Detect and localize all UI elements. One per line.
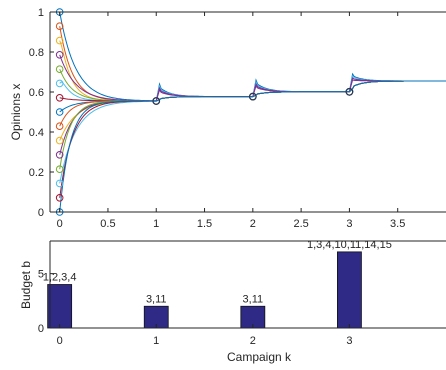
initial-opinion-marker (55, 36, 64, 45)
budget-x-label: Campaign k (227, 350, 292, 364)
budget-bar-label: 1,3,4,10,11,14,15 (307, 239, 392, 251)
budget-x-tick-label: 2 (250, 335, 256, 347)
opinions-y-tick-label: 1 (38, 7, 44, 19)
opinions-x-tick-label: 1 (153, 218, 159, 230)
opinions-x-tick-label: 2.5 (293, 218, 308, 230)
opinions-chart: 0 0.5 1 1.5 2 2.5 3 3.5 0 0.2 0.4 0.6 0.8 1 Opinions… (9, 7, 446, 230)
budget-bar-label: 3,11 (243, 293, 264, 305)
initial-opinion-marker (55, 65, 64, 73)
initial-opinion-marker (55, 94, 64, 102)
opinion-trajectories (59, 11, 446, 213)
opinions-y-label: Opinions x (9, 84, 23, 141)
initial-opinion-marker (55, 51, 64, 59)
budget-y-ticks: 05 (38, 269, 54, 335)
initial-opinion-marker (55, 22, 64, 31)
consensus-marker (152, 97, 161, 105)
opinions-y-tick-label: 0.4 (29, 127, 44, 139)
opinions-x-tick-label: 3.5 (390, 218, 405, 230)
initial-opinion-marker (55, 108, 64, 116)
initial-opinion-marker (55, 122, 64, 130)
budget-bar-label: 3,11 (146, 293, 167, 305)
budget-x-ticks: 0 1 2 3 (57, 324, 352, 347)
initial-opinion-marker (55, 165, 64, 173)
consensus-marker (345, 87, 354, 96)
budget-x-tick-label: 3 (346, 335, 352, 347)
opinions-x-tick-label: 3 (346, 218, 352, 230)
initial-opinion-marker (55, 151, 64, 159)
budget-bar (337, 251, 362, 329)
budget-bar-label: 1,2,3,4 (43, 272, 77, 284)
opinions-y-tick-label: 0.2 (29, 167, 44, 179)
opinions-y-ticks: 0 0.2 0.4 0.6 0.8 1 (29, 7, 54, 219)
opinions-x-tick-label: 0 (57, 218, 63, 230)
opinion-trajectory (59, 80, 446, 213)
initial-opinion-marker (55, 136, 64, 145)
budget-x-tick-label: 1 (153, 335, 159, 347)
opinions-plot-area (50, 12, 446, 212)
budget-y-tick-label: 0 (38, 323, 44, 335)
opinion-markers (55, 8, 354, 216)
consensus-marker (248, 92, 257, 101)
budget-data-labels: 1,2,3,4 3,11 3,11 1,3,4,10,11,14,15 (43, 239, 392, 305)
budget-y-label: Budget b (19, 261, 33, 309)
initial-opinion-marker (55, 79, 64, 88)
budget-x-tick-label: 0 (57, 335, 63, 347)
opinions-x-tick-label: 2 (250, 218, 256, 230)
initial-opinion-marker (55, 194, 64, 202)
opinions-y-tick-label: 0.8 (29, 47, 44, 59)
budget-bars (47, 251, 362, 329)
budget-y-tick-label: 5 (38, 269, 44, 281)
initial-opinion-marker (55, 179, 64, 188)
opinions-x-tick-label: 0.5 (100, 218, 115, 230)
opinions-x-tick-label: 1.5 (197, 218, 212, 230)
opinions-y-tick-label: 0 (38, 207, 44, 219)
budget-bar (47, 284, 73, 329)
opinions-y-tick-label: 0.6 (29, 87, 44, 99)
opinions-x-ticks: 0 0.5 1 1.5 2 2.5 3 3.5 (57, 12, 405, 230)
